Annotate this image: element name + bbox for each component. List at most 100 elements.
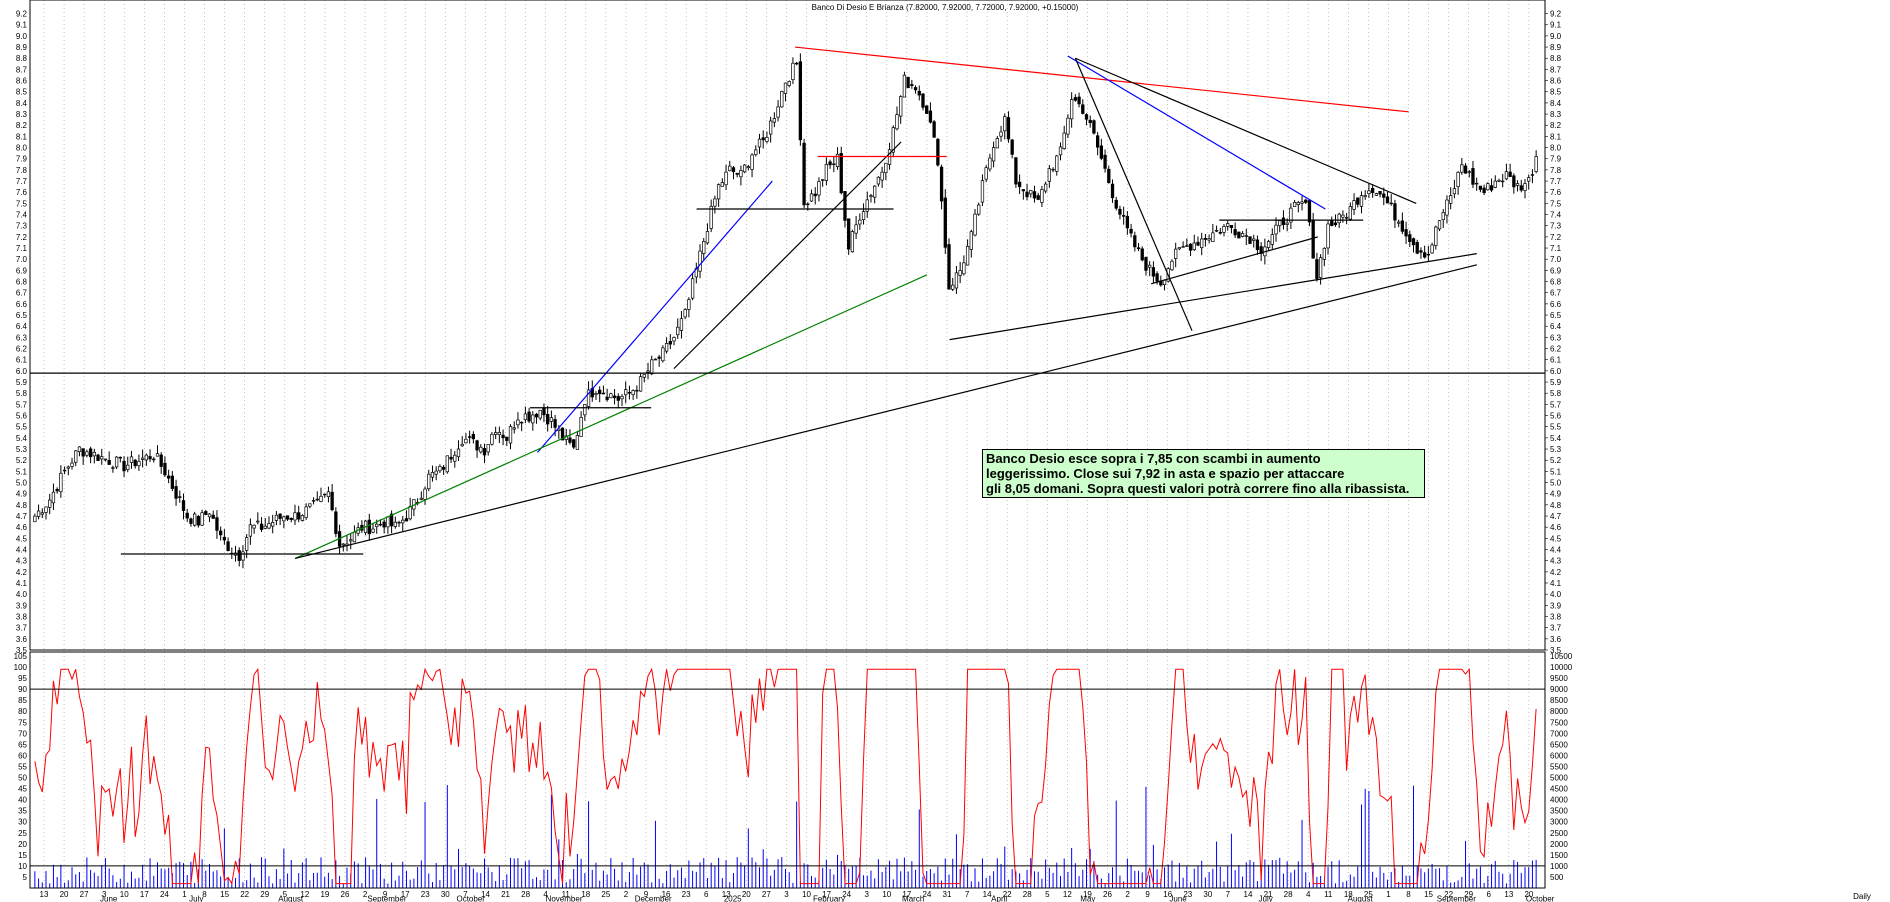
candle-body (980, 180, 985, 203)
candle-body (293, 512, 297, 521)
month-label: October (1526, 895, 1555, 902)
day-tick-label: 9 (644, 890, 649, 899)
candle-body (884, 162, 888, 174)
candle-body (1408, 234, 1412, 242)
trendline (294, 274, 928, 559)
candle-body (546, 413, 550, 425)
candle-body (1374, 193, 1379, 196)
candle-body (1396, 221, 1401, 224)
month-label: June (1169, 895, 1187, 902)
candle-body (1463, 165, 1468, 174)
price-tick-label: 7.9 (16, 155, 28, 164)
candle-body (1266, 241, 1271, 248)
day-tick-label: 23 (1183, 890, 1192, 899)
candle-body (1411, 238, 1416, 246)
candle-body (144, 454, 148, 461)
candle-body (1475, 182, 1479, 185)
price-tick-label: 3.8 (16, 613, 28, 622)
price-tick-label: 3.9 (1550, 601, 1562, 610)
candle-body (802, 142, 806, 206)
candle-body (152, 458, 156, 461)
candle-body (1307, 200, 1312, 223)
price-tick-label: 4.3 (16, 557, 28, 566)
price-tick-label: 8.5 (1550, 88, 1562, 97)
candle-body (192, 513, 197, 526)
candle-body (70, 462, 74, 467)
candle-body (1330, 220, 1334, 226)
day-tick-label: 3 (864, 890, 869, 899)
candle-body (579, 417, 583, 437)
month-label: October (456, 895, 485, 902)
price-tick-label: 5.9 (16, 378, 28, 387)
candle-body (1519, 185, 1523, 191)
candle-body (1318, 257, 1323, 278)
oscillator-tick-label: 45 (18, 785, 27, 794)
candle-body (813, 193, 817, 197)
candle-body (627, 392, 632, 394)
candle-body (475, 440, 479, 451)
day-tick-label: 10 (882, 890, 891, 899)
trendline (949, 253, 1477, 341)
candle-body (1527, 177, 1531, 182)
day-tick-label: 17 (902, 890, 911, 899)
candle-body (256, 520, 260, 523)
price-tick-label: 3.5 (1550, 646, 1562, 655)
candle-body (1489, 185, 1494, 191)
candle-body (430, 472, 435, 478)
candle-body (271, 522, 275, 527)
candle-body (965, 245, 970, 266)
candle-body (1062, 132, 1066, 150)
candle-body (683, 309, 687, 318)
candle-body (631, 390, 635, 396)
candle-body (1010, 139, 1014, 155)
candle-body (516, 419, 520, 426)
price-tick-label: 7.1 (16, 244, 28, 253)
candle-body (107, 459, 111, 465)
candle-body (1504, 171, 1509, 180)
candle-body (352, 531, 357, 543)
candle-body (854, 224, 858, 234)
volume-tick-label: 3000 (1550, 818, 1568, 827)
day-tick-label: 10 (120, 890, 129, 899)
candle-body (1133, 235, 1137, 248)
candle-body (527, 411, 531, 422)
candle-body (323, 493, 327, 496)
candle-body (1073, 97, 1078, 101)
day-tick-label: 4 (1306, 890, 1311, 899)
candle-body (241, 551, 245, 561)
candle-body (453, 454, 457, 462)
candle-body (1460, 164, 1464, 173)
candle-body (910, 84, 914, 86)
candle-body (33, 515, 37, 523)
candle-body (958, 270, 962, 276)
candle-body (419, 497, 423, 500)
candle-body (1449, 195, 1453, 204)
candle-body (1177, 247, 1182, 250)
price-tick-label: 3.6 (1550, 635, 1562, 644)
candle-body (304, 506, 308, 518)
day-tick-label: 23 (421, 890, 430, 899)
candle-body (330, 491, 334, 511)
candle-body (1017, 181, 1022, 188)
candle-body (858, 219, 862, 225)
candle-body (51, 491, 56, 504)
candle-body (679, 318, 684, 331)
trendlines (30, 46, 1545, 560)
day-tick-label: 3 (784, 890, 789, 899)
candle-body (1367, 190, 1371, 195)
candle-body (501, 434, 505, 439)
candle-body (1419, 250, 1423, 253)
candle-body (1296, 202, 1300, 205)
candle-body (367, 519, 371, 535)
day-tick-label: 13 (722, 890, 731, 899)
volume-tick-label: 4500 (1550, 785, 1568, 794)
candle-body (1185, 245, 1189, 247)
candle-body (1066, 117, 1070, 135)
candle-body (263, 525, 267, 529)
price-tick-label: 5.2 (16, 456, 28, 465)
month-label: November (546, 895, 583, 902)
candle-body (449, 456, 453, 460)
candle-body (441, 466, 446, 470)
month-label: September (1437, 895, 1476, 902)
price-tick-label: 6.1 (16, 356, 28, 365)
